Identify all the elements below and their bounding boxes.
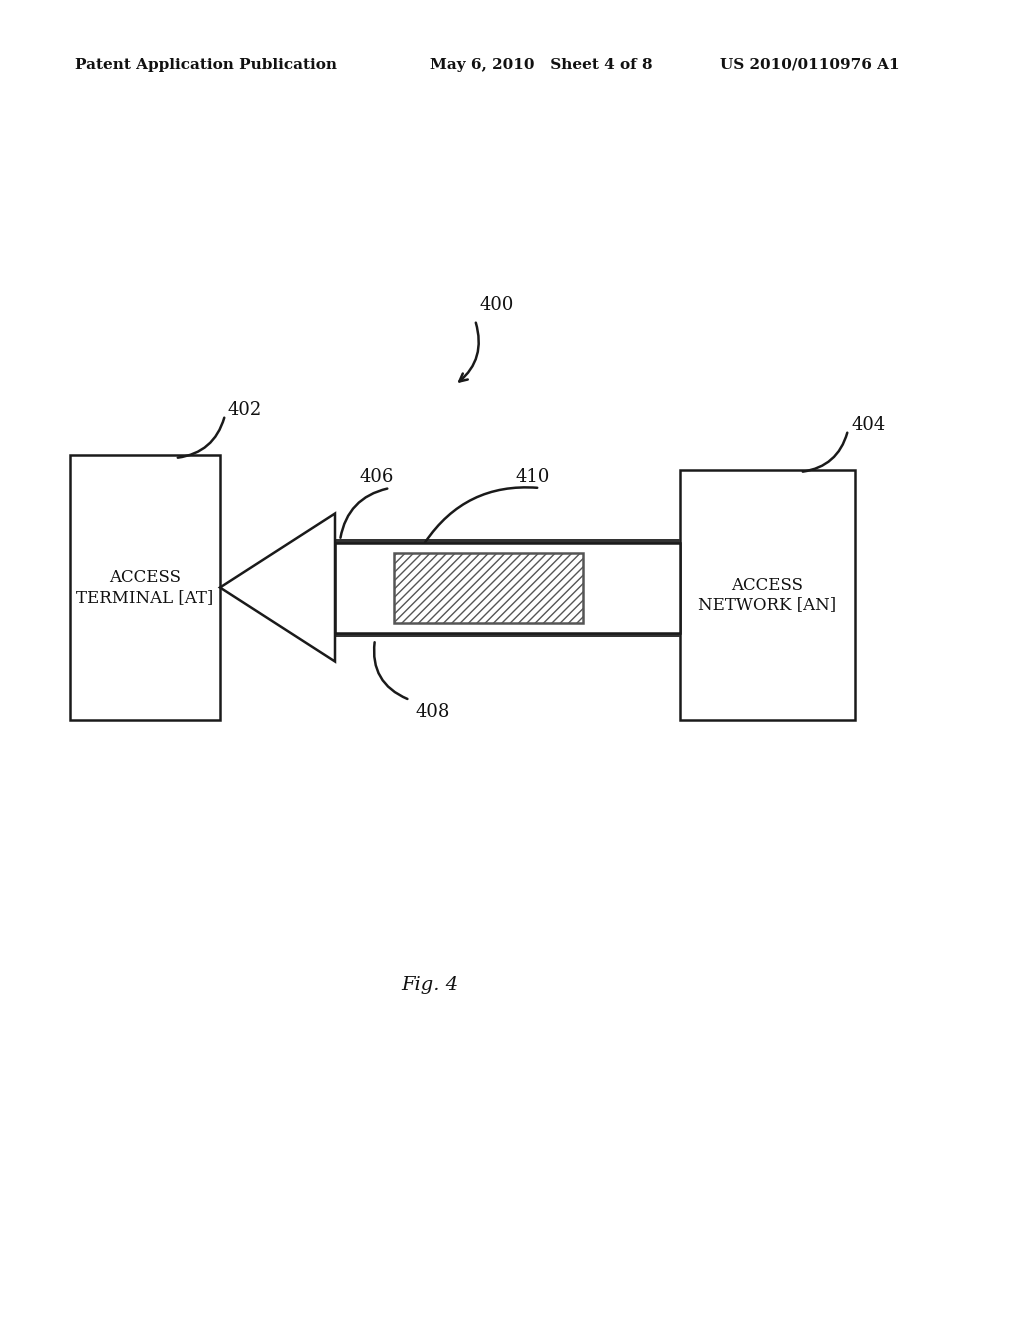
Text: US 2010/0110976 A1: US 2010/0110976 A1 [720, 58, 900, 73]
Text: May 6, 2010   Sheet 4 of 8: May 6, 2010 Sheet 4 of 8 [430, 58, 652, 73]
Text: 400: 400 [480, 296, 514, 314]
Text: Patent Application Publication: Patent Application Publication [75, 58, 337, 73]
Bar [680, 470, 855, 719]
Text: ACCESS
TERMINAL [AT]: ACCESS TERMINAL [AT] [77, 569, 214, 606]
Bar [335, 539, 680, 543]
Text: 406: 406 [360, 469, 394, 486]
Text: 404: 404 [851, 416, 886, 434]
Bar [335, 543, 680, 632]
Text: Fig. 4: Fig. 4 [401, 975, 459, 994]
Text: 410: 410 [515, 469, 549, 486]
Bar [335, 632, 680, 636]
Bar [393, 553, 584, 623]
Text: 402: 402 [228, 401, 262, 418]
Text: 408: 408 [415, 704, 450, 721]
Bar [70, 455, 220, 719]
Text: ACCESS
NETWORK [AN]: ACCESS NETWORK [AN] [698, 577, 837, 614]
